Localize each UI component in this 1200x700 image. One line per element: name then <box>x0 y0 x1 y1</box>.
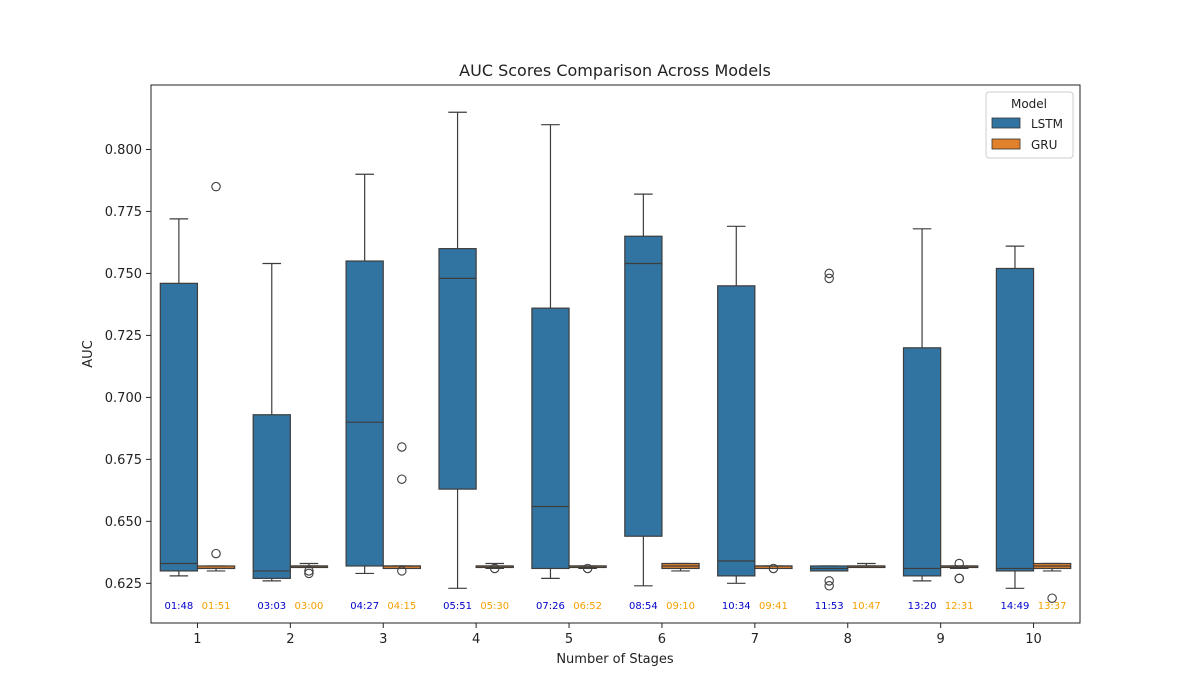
outlier-point <box>768 563 779 574</box>
x-tick-label: 10 <box>1025 632 1042 647</box>
chart-title: AUC Scores Comparison Across Models <box>459 61 771 80</box>
box-lstm-stage-10: 14:49 <box>995 245 1035 612</box>
y-tick-label: 0.650 <box>105 515 142 530</box>
outlier-point <box>1047 593 1057 603</box>
y-tick-label: 0.750 <box>105 267 142 282</box>
outlier-point <box>824 581 834 591</box>
box-lstm-stage-6: 08:54 <box>624 193 663 612</box>
y-tick-label: 0.800 <box>105 143 142 158</box>
box-lstm-stage-3: 04:27 <box>345 173 384 612</box>
time-label-gru: 03:00 <box>295 601 324 612</box>
outlier-point <box>211 548 221 559</box>
box-iqr <box>252 414 291 579</box>
legend-label-lstm: LSTM <box>1031 117 1063 131</box>
plot-area: 01:48 03:03 04:27 05:51 07:26 08:54 10:34 11:53… <box>159 111 1072 612</box>
outlier-point <box>824 576 834 586</box>
outlier-point <box>954 558 964 569</box>
box-gru-stage-6: 09:10 <box>661 562 700 612</box>
outlier-point <box>397 566 407 576</box>
box-lstm-stage-9: 13:20 <box>902 228 942 612</box>
box-gru-stage-1: 01:51 <box>196 181 236 612</box>
legend-title: Model <box>1011 97 1047 111</box>
box-iqr <box>531 307 570 570</box>
box-iqr <box>438 248 477 490</box>
time-label-gru: 09:41 <box>759 601 788 612</box>
x-tick-label: 6 <box>658 632 666 647</box>
legend: Model LSTM GRU <box>985 91 1074 159</box>
axes: 0.625 0.650 0.675 0.700 0.725 0.750 0.775 0.800… <box>105 143 1042 647</box>
time-label-lstm: 05:51 <box>443 601 472 612</box>
time-label-gru: 10:47 <box>852 601 881 612</box>
x-tick-label: 5 <box>565 632 573 647</box>
time-label-gru: 01:51 <box>202 601 231 612</box>
time-label-gru: 13:37 <box>1038 601 1067 612</box>
y-tick-label: 0.675 <box>105 453 142 468</box>
outlier-point <box>954 573 964 584</box>
box-iqr <box>995 267 1035 572</box>
box-gru-stage-8: 10:47 <box>847 562 886 612</box>
box-gru-stage-10: 13:37 <box>1032 562 1072 612</box>
box-gru-stage-3: 04:15 <box>382 442 422 612</box>
box-gru-stage-7: 09:41 <box>754 563 793 612</box>
box-lstm-stage-4: 05:51 <box>438 111 477 612</box>
box-iqr <box>345 260 384 567</box>
time-label-lstm: 07:26 <box>536 601 565 612</box>
time-label-gru: 06:52 <box>573 601 602 612</box>
outlier-point <box>489 563 500 574</box>
x-axis-label: Number of Stages <box>556 652 674 667</box>
x-tick-label: 1 <box>193 632 201 647</box>
y-tick-label: 0.725 <box>105 329 142 344</box>
outlier-point <box>304 568 314 579</box>
legend-swatch-gru <box>991 138 1021 150</box>
time-label-gru: 12:31 <box>945 601 974 612</box>
box-lstm-stage-8: 11:53 <box>809 268 849 612</box>
outlier-point <box>211 181 221 192</box>
box-iqr <box>902 347 942 577</box>
box-gru-stage-2: 03:00 <box>289 562 329 612</box>
outlier-point <box>397 474 407 484</box>
outlier-point <box>824 268 834 279</box>
time-label-lstm: 14:49 <box>1001 601 1030 612</box>
outlier-point <box>304 566 314 576</box>
time-label-lstm: 04:27 <box>350 601 379 612</box>
box-iqr <box>717 285 756 577</box>
time-label-lstm: 08:54 <box>629 601 658 612</box>
x-tick-label: 4 <box>472 632 480 647</box>
x-tick-label: 9 <box>937 632 945 647</box>
x-tick-label: 8 <box>844 632 852 647</box>
box-lstm-stage-1: 01:48 <box>159 218 199 612</box>
box-gru-stage-5: 06:52 <box>568 563 607 612</box>
time-label-lstm: 03:03 <box>257 601 286 612</box>
time-label-gru: 05:30 <box>480 601 509 612</box>
box-gru-stage-9: 12:31 <box>940 558 979 612</box>
box-gru-stage-4: 05:30 <box>475 562 514 612</box>
legend-swatch-lstm <box>991 117 1021 129</box>
outlier-point <box>397 442 407 452</box>
y-tick-label: 0.700 <box>105 391 142 406</box>
time-label-lstm: 13:20 <box>908 601 937 612</box>
time-label-lstm: 11:53 <box>815 601 844 612</box>
box-lstm-stage-5: 07:26 <box>531 124 570 612</box>
time-label-lstm: 01:48 <box>164 601 193 612</box>
x-tick-label: 2 <box>286 632 294 647</box>
box-lstm-stage-7: 10:34 <box>717 225 756 612</box>
plot-frame <box>150 84 1081 624</box>
time-label-gru: 09:10 <box>666 601 695 612</box>
y-tick-label: 0.625 <box>105 577 142 592</box>
y-axis-label: AUC <box>81 340 96 368</box>
y-tick-label: 0.775 <box>105 205 142 220</box>
box-lstm-stage-2: 03:03 <box>252 262 291 612</box>
time-label-gru: 04:15 <box>387 601 416 612</box>
outlier-point <box>582 563 593 574</box>
time-label-lstm: 10:34 <box>722 601 751 612</box>
box-iqr <box>159 282 199 572</box>
x-tick-label: 3 <box>379 632 387 647</box>
legend-label-gru: GRU <box>1031 138 1057 152</box>
box-iqr <box>624 235 663 537</box>
outlier-point <box>824 273 834 284</box>
x-tick-label: 7 <box>751 632 759 647</box>
